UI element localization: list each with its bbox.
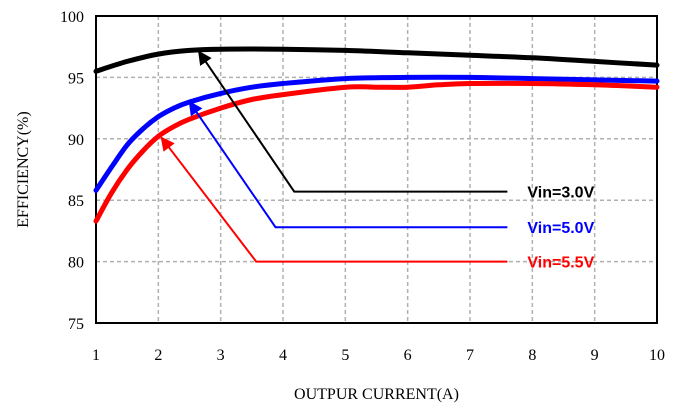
y-axis-label: EFFICIENCY(%) <box>15 111 32 227</box>
y-tick-labels: 75 80 85 90 95 100 <box>60 9 84 333</box>
series-label-3: Vin=5.5V <box>527 255 594 272</box>
y-tick-label: 95 <box>68 70 84 87</box>
x-tick-label: 9 <box>591 347 599 364</box>
x-tick-label: 6 <box>404 347 412 364</box>
series-layer <box>93 46 660 224</box>
callout-arrow-1 <box>198 50 508 193</box>
y-tick-label: 75 <box>68 316 84 333</box>
plot-area-frame <box>95 15 658 324</box>
x-tick-label: 2 <box>154 347 162 364</box>
x-tick-label: 7 <box>466 347 474 364</box>
series-label-2: Vin=5.0V <box>527 220 594 237</box>
x-tick-label: 1 <box>92 347 100 364</box>
x-tick-label: 4 <box>279 347 287 364</box>
series-line-1 <box>93 46 660 74</box>
callout-arrow-2 <box>188 100 508 229</box>
grid-lines <box>96 16 657 323</box>
x-tick-label: 3 <box>217 347 225 364</box>
y-tick-label: 100 <box>60 9 84 26</box>
series-label-1: Vin=3.0V <box>527 185 594 202</box>
x-tick-label: 10 <box>649 347 665 364</box>
x-tick-labels: 1 2 3 4 5 6 7 8 9 10 <box>92 347 665 364</box>
x-tick-label: 8 <box>528 347 536 364</box>
y-tick-label: 80 <box>68 255 84 272</box>
callout-arrow-3 <box>160 136 508 263</box>
y-tick-label: 85 <box>68 193 84 210</box>
annotation-layer: Vin=3.0V Vin=5.0V Vin=5.5V <box>160 50 595 272</box>
series-line-2 <box>93 74 660 193</box>
series-line-3 <box>93 80 660 224</box>
y-tick-label: 90 <box>68 132 84 149</box>
x-axis-label: OUTPUR CURRENT(A) <box>294 386 459 403</box>
x-tick-label: 5 <box>341 347 349 364</box>
